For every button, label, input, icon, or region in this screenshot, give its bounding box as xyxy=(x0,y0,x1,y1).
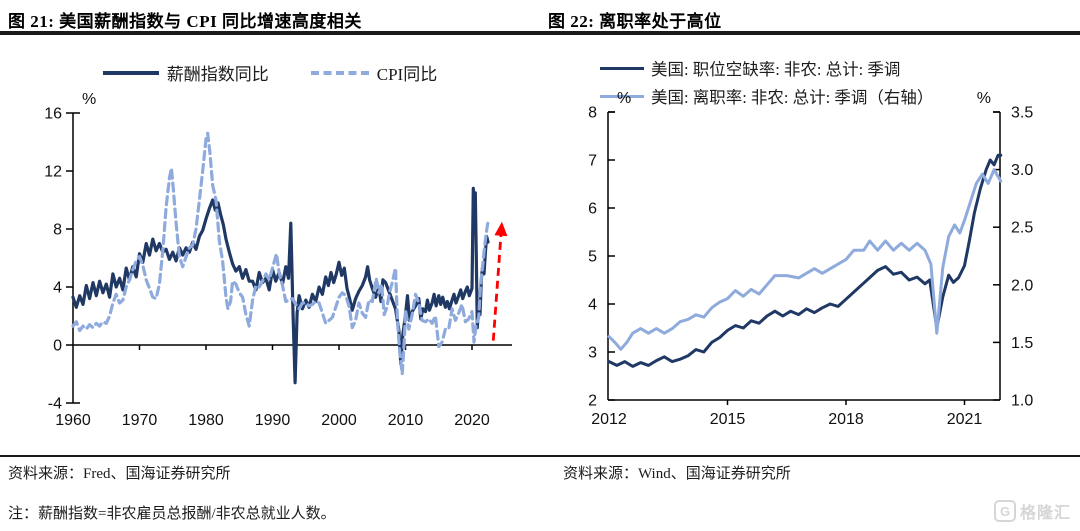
svg-text:-4: -4 xyxy=(48,396,62,413)
svg-text:8: 8 xyxy=(53,222,62,239)
svg-text:2020: 2020 xyxy=(454,412,490,429)
legend-item-quit-rate: 美国: 离职率: 非农: 总计: 季调（右轴） xyxy=(600,84,933,108)
svg-text:2000: 2000 xyxy=(321,412,357,429)
left-source-text: 资料来源：Fred、国海证券研究所 xyxy=(8,466,231,482)
footer-divider xyxy=(0,455,1080,457)
svg-text:1.0: 1.0 xyxy=(1011,393,1033,410)
series-line-0 xyxy=(607,153,1003,368)
gelonghui-logo-icon: G xyxy=(994,500,1016,522)
gelonghui-watermark: G 格隆汇 xyxy=(994,499,1071,523)
svg-text:5: 5 xyxy=(588,249,597,266)
legend-item-compensation: 薪酬指数同比 xyxy=(102,60,269,85)
svg-text:2.5: 2.5 xyxy=(1011,220,1033,237)
solid-line-swatch-icon xyxy=(600,66,644,70)
svg-text:3.5: 3.5 xyxy=(1011,105,1033,122)
svg-text:7: 7 xyxy=(588,153,597,170)
axes xyxy=(607,111,1001,405)
legend-label: 美国: 职位空缺率: 非农: 总计: 季调 xyxy=(651,60,901,79)
svg-text:12: 12 xyxy=(44,164,62,181)
svg-text:8: 8 xyxy=(588,105,597,122)
legend-item-job-openings: 美国: 职位空缺率: 非农: 总计: 季调 xyxy=(600,56,933,80)
legend-label: 薪酬指数同比 xyxy=(166,65,269,84)
svg-text:2018: 2018 xyxy=(828,411,864,428)
svg-text:1960: 1960 xyxy=(55,412,91,429)
svg-text:2010: 2010 xyxy=(388,412,424,429)
title-underline xyxy=(0,31,1080,35)
series-line-1 xyxy=(71,131,490,376)
footnote-text: 注：薪酬指数=非农雇员总报酬/非农总就业人数。 xyxy=(8,506,336,522)
figure-21-title: 图 21: 美国薪酬指数与 CPI 同比增速高度相关 xyxy=(8,12,362,31)
solid-line-swatch-icon xyxy=(102,70,159,75)
series-line-0 xyxy=(71,186,490,385)
axis-labels: 8 7 6 5 4 3 2 3.5 3.0 2.5 2.0 1.5 1.0 2012 2015 2018 202… xyxy=(588,90,1033,428)
svg-text:3.0: 3.0 xyxy=(1011,162,1033,179)
svg-text:0: 0 xyxy=(53,338,62,355)
trend-arrow xyxy=(491,221,508,341)
dashed-line-swatch-icon xyxy=(310,70,369,75)
svg-text:%: % xyxy=(617,90,631,107)
left-chart-legend: 薪酬指数同比 CPI同比 xyxy=(0,60,540,85)
svg-text:1980: 1980 xyxy=(188,412,224,429)
svg-text:%: % xyxy=(977,90,991,107)
gelonghui-brand-text: 格隆汇 xyxy=(1020,505,1072,522)
svg-text:2021: 2021 xyxy=(947,411,983,428)
svg-text:2012: 2012 xyxy=(591,411,627,428)
svg-text:4: 4 xyxy=(53,280,62,297)
svg-text:16: 16 xyxy=(44,106,62,123)
svg-text:2015: 2015 xyxy=(710,411,746,428)
svg-text:1.5: 1.5 xyxy=(1011,335,1033,352)
series-line-1 xyxy=(607,168,1003,351)
svg-text:3: 3 xyxy=(588,345,597,362)
svg-text:%: % xyxy=(82,91,96,108)
legend-label: CPI同比 xyxy=(376,65,438,84)
svg-text:6: 6 xyxy=(588,201,597,218)
svg-text:1970: 1970 xyxy=(122,412,158,429)
legend-label: 美国: 离职率: 非农: 总计: 季调（右轴） xyxy=(651,88,934,107)
right-source-text: 资料来源：Wind、国海证券研究所 xyxy=(563,466,791,482)
legend-item-cpi: CPI同比 xyxy=(310,60,438,85)
svg-text:2: 2 xyxy=(588,393,597,410)
right-chart-legend: 美国: 职位空缺率: 非农: 总计: 季调 美国: 离职率: 非农: 总计: 季… xyxy=(600,56,933,108)
svg-text:4: 4 xyxy=(588,297,597,314)
solid-line-swatch-icon xyxy=(600,94,644,98)
svg-text:1990: 1990 xyxy=(255,412,291,429)
figure-22-title: 图 22: 离职率处于高位 xyxy=(548,12,722,31)
right-chart-canvas: 8 7 6 5 4 3 2 3.5 3.0 2.5 2.0 1.5 1.0 2012 2015 2018 202… xyxy=(588,90,1033,428)
svg-text:2.0: 2.0 xyxy=(1011,277,1033,294)
